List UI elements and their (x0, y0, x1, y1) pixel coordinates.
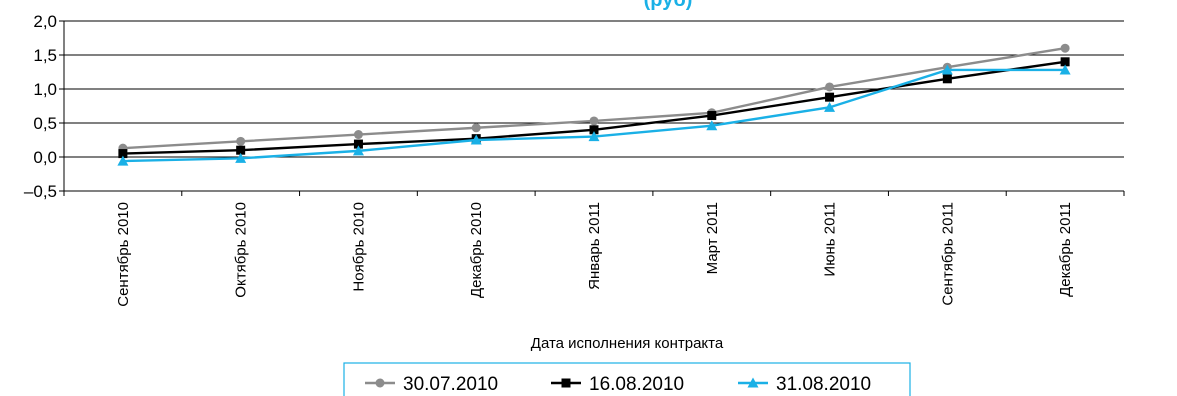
data-point (825, 92, 835, 102)
data-point (589, 125, 599, 135)
data-point (824, 101, 836, 112)
data-point (825, 82, 835, 92)
legend-item: 30.07.2010 (365, 374, 498, 395)
data-point (942, 74, 952, 84)
x-tick-label: Июнь 2011 (822, 202, 839, 277)
legend: 30.07.2010 16.08.2010 31.08.2010 (343, 362, 911, 396)
x-tick-label: Сентябрь 2011 (939, 202, 956, 306)
gridlines (64, 20, 1124, 192)
data-point (235, 152, 247, 163)
y-tick-label: 2,0 (33, 12, 57, 31)
data-point (589, 116, 599, 126)
data-point (236, 145, 246, 155)
series-16.08.2010 (118, 57, 1070, 159)
x-tick-label: Январь 2011 (586, 202, 603, 290)
data-point (561, 378, 571, 388)
x-axis-title: Дата исполнения контракта (531, 335, 724, 352)
data-point (375, 378, 385, 388)
data-point (1059, 64, 1071, 75)
chart-title: (руб) (644, 0, 693, 11)
data-point (588, 131, 600, 142)
y-tick-label: 0,0 (33, 148, 57, 167)
axes: –0,5 0,0 0,5 1,0 1,5 2,0 Сентябрь 2010 Октябрь … (24, 12, 1125, 307)
data-point (1060, 43, 1070, 53)
data-point (353, 130, 363, 140)
data-point (706, 120, 718, 131)
series-group (117, 43, 1071, 166)
x-tick-label: Сентябрь 2010 (115, 202, 132, 307)
legend-box (343, 362, 911, 396)
legend-item: 16.08.2010 (551, 374, 684, 395)
legend-label: 30.07.2010 (403, 374, 498, 395)
data-point (941, 64, 953, 75)
data-point (352, 145, 364, 156)
x-tick-label: Март 2011 (704, 202, 721, 274)
data-point (1060, 57, 1070, 67)
y-tick-label: 1,5 (33, 46, 57, 65)
legend-item: 31.08.2010 (738, 374, 871, 395)
data-point (747, 377, 759, 388)
series-31.08.2010 (117, 64, 1071, 166)
x-tick-label: Октябрь 2010 (233, 202, 250, 298)
x-tick-label: Декабрь 2010 (468, 202, 485, 298)
y-tick-label: 0,5 (33, 114, 57, 133)
data-point (707, 111, 717, 121)
legend-label: 16.08.2010 (589, 374, 684, 395)
data-point (236, 136, 246, 146)
data-point (353, 139, 363, 149)
data-point (117, 155, 129, 166)
data-point (470, 134, 482, 145)
data-point (118, 149, 128, 159)
x-tick-label: Ноябрь 2010 (350, 202, 367, 292)
data-point (471, 123, 481, 133)
x-tick-label: Декабрь 2011 (1057, 202, 1074, 297)
y-tick-label: –0,5 (24, 182, 57, 201)
y-tick-label: 1,0 (33, 80, 57, 99)
legend-label: 31.08.2010 (776, 374, 871, 395)
